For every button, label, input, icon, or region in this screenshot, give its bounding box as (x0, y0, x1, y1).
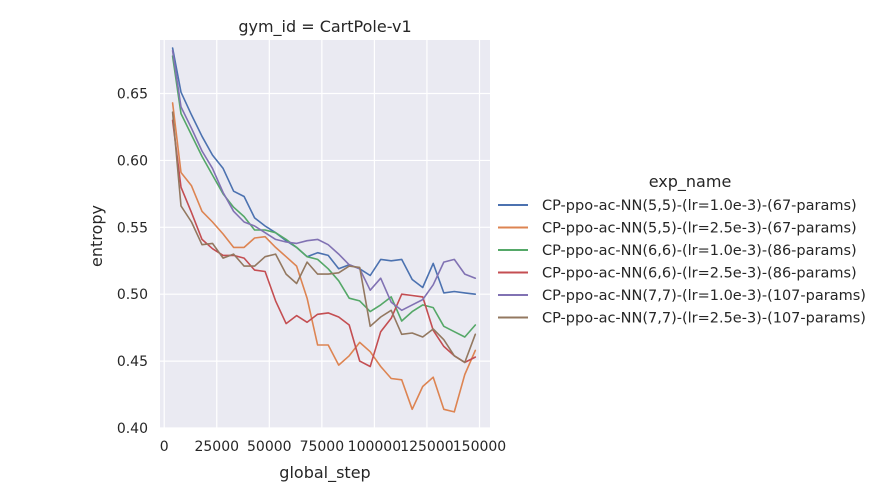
legend-label-2: CP-ppo-ac-NN(5,5)-(lr=2.5e-3)-(67-params… (542, 221, 857, 237)
series-line-5 (171, 49, 477, 312)
x-axis-label: global_step (279, 463, 370, 483)
legend-label-4: CP-ppo-ac-NN(6,6)-(lr=2.5e-3)-(86-params… (542, 266, 857, 282)
y-tick-label: 0.65 (117, 87, 148, 103)
plot-background (160, 40, 490, 428)
y-tick-label: 0.45 (117, 354, 148, 370)
x-tick-label: 125000 (400, 439, 453, 455)
y-axis-label: entropy (87, 205, 106, 267)
x-tick-label: 150000 (453, 439, 506, 455)
legend-label-5: CP-ppo-ac-NN(7,7)-(lr=1.0e-3)-(107-param… (542, 288, 866, 304)
series-line-6 (171, 111, 477, 364)
y-tick-label: 0.55 (117, 220, 148, 236)
legend-label-1: CP-ppo-ac-NN(5,5)-(lr=1.0e-3)-(67-params… (542, 198, 857, 214)
chart-title: gym_id = CartPole-v1 (238, 17, 411, 37)
y-tick-label: 0.40 (117, 421, 148, 437)
x-tick-label: 25000 (194, 439, 239, 455)
series-line-1 (171, 47, 477, 296)
legend-items: CP-ppo-ac-NN(5,5)-(lr=1.0e-3)-(67-params… (498, 198, 866, 327)
y-tick-label: 0.50 (117, 287, 148, 303)
legend-label-3: CP-ppo-ac-NN(6,6)-(lr=1.0e-3)-(86-params… (542, 243, 857, 259)
x-tick-label: 0 (160, 439, 169, 455)
series-lines (171, 47, 477, 413)
y-tick-label: 0.60 (117, 153, 148, 169)
legend-title: exp_name (649, 172, 732, 192)
legend-label-6: CP-ppo-ac-NN(7,7)-(lr=2.5e-3)-(107-param… (542, 311, 866, 327)
x-tick-label: 50000 (247, 439, 292, 455)
series-line-3 (171, 55, 477, 338)
y-tick-labels: 0.40 0.45 0.50 0.55 0.60 0.65 (117, 87, 148, 437)
x-tick-labels: 0 25000 50000 75000 100000 125000 150000 (160, 439, 506, 455)
legend: exp_name CP-ppo-ac-NN(5,5)-(lr=1.0e-3)-(… (498, 172, 866, 327)
grid (160, 40, 490, 429)
x-tick-label: 100000 (348, 439, 401, 455)
series-line-2 (171, 102, 477, 413)
x-tick-label: 75000 (300, 439, 345, 455)
